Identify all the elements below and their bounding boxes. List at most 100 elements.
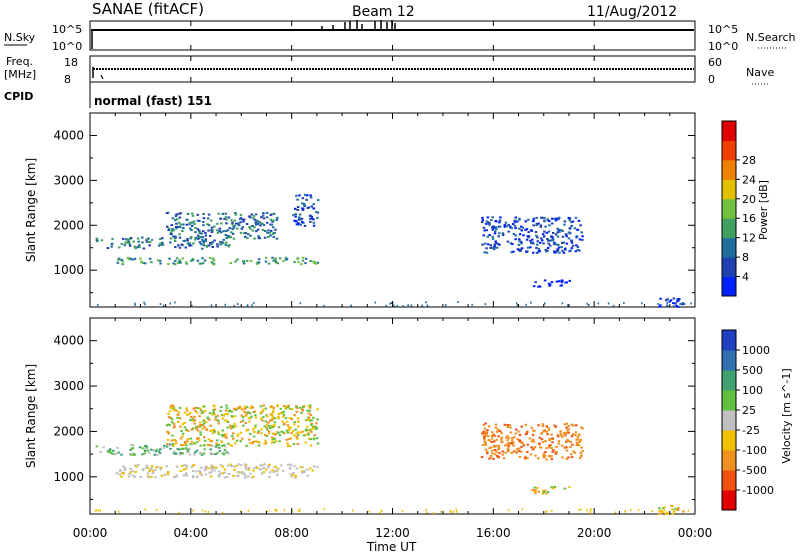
- echo-cell: [586, 509, 588, 512]
- echo-cell: [99, 509, 102, 512]
- echo-cell: [500, 438, 503, 441]
- velocity-colorbar-label: Velocity [m s^-1]: [780, 368, 793, 463]
- echo-cell: [282, 405, 286, 408]
- echo-cell: [518, 240, 521, 243]
- echo-cell: [177, 244, 180, 247]
- echo-cell: [304, 433, 308, 436]
- echo-cell: [555, 280, 559, 283]
- echo-cell: [559, 229, 563, 232]
- echo-cell: [657, 303, 659, 305]
- echo-cell: [202, 217, 206, 220]
- echo-cell: [555, 250, 559, 253]
- echo-cell: [586, 302, 588, 305]
- echo-cell: [534, 492, 537, 494]
- echo-cell: [154, 468, 157, 471]
- echo-cell: [215, 466, 218, 469]
- echo-cell: [128, 452, 132, 455]
- echo-cell: [550, 458, 553, 461]
- echo-cell: [178, 216, 182, 219]
- echo-cell: [548, 239, 552, 242]
- echo-cell: [217, 433, 221, 436]
- echo-cell: [574, 250, 578, 253]
- echo-cell: [230, 415, 234, 417]
- echo-cell: [286, 431, 290, 434]
- echo-cell: [180, 444, 183, 446]
- echo-cell: [254, 414, 257, 417]
- echo-cell: [261, 410, 264, 413]
- echo-cell: [671, 505, 674, 507]
- echo-cell: [275, 219, 279, 221]
- echo-cell: [172, 407, 176, 410]
- echo-cell: [174, 259, 177, 262]
- echo-cell: [161, 243, 165, 246]
- echo-cell: [248, 438, 251, 441]
- echo-cell: [445, 304, 447, 307]
- nsearch-tick-low: 10^0: [708, 40, 738, 53]
- echo-cell: [129, 237, 133, 239]
- echo-cell: [191, 214, 195, 217]
- echo-cell: [225, 409, 228, 412]
- echo-cell: [573, 227, 577, 230]
- echo-cell: [385, 304, 387, 307]
- echo-cell: [173, 450, 176, 453]
- colorbar-tick-label: -1000: [742, 484, 774, 497]
- echo-cell: [288, 444, 292, 447]
- echo-cell: [127, 240, 131, 243]
- echo-cell: [565, 242, 569, 245]
- echo-cell: [182, 468, 186, 471]
- echo-cell: [192, 419, 195, 422]
- echo-cell: [268, 231, 271, 234]
- echo-cell: [259, 411, 263, 414]
- echo-cell: [493, 448, 497, 451]
- echo-cell: [576, 248, 579, 251]
- echo-cell: [227, 473, 231, 475]
- echo-cell: [520, 450, 523, 453]
- echo-cell: [312, 203, 315, 206]
- echo-cell: [548, 444, 551, 447]
- echo-cell: [303, 224, 307, 227]
- echo-cell: [484, 448, 488, 451]
- echo-cell: [623, 302, 625, 304]
- echo-cell: [205, 465, 208, 468]
- echo-cell: [223, 217, 226, 220]
- echo-cell: [276, 473, 279, 476]
- echo-cell: [277, 417, 280, 420]
- echo-cell: [556, 435, 560, 438]
- cpid-mode-text: normal (fast) 151: [94, 94, 212, 108]
- colorbar-tick-label: 28: [742, 154, 756, 167]
- echo-cell: [168, 410, 172, 413]
- echo-cell: [190, 465, 193, 468]
- echo-cell: [194, 406, 197, 409]
- echo-cell: [567, 431, 570, 434]
- echo-cell: [556, 231, 559, 234]
- echo-cell: [226, 235, 230, 238]
- echo-cell: [265, 216, 269, 219]
- beam-title: Beam 12: [352, 4, 415, 20]
- echo-cell: [316, 261, 319, 264]
- echo-cell: [253, 226, 256, 229]
- echo-cell: [196, 407, 200, 409]
- echo-cell: [180, 429, 183, 432]
- echo-cell: [314, 426, 317, 428]
- echo-cell: [201, 236, 205, 239]
- echo-cell: [251, 304, 253, 307]
- echo-cell: [227, 410, 231, 413]
- echo-cell: [570, 247, 574, 250]
- echo-cell: [240, 227, 244, 230]
- power-colorbar-label: Power [dB]: [757, 180, 770, 240]
- echo-cell: [214, 416, 217, 419]
- echo-cell: [556, 235, 560, 238]
- echo-cell: [207, 213, 211, 216]
- echo-cell: [184, 246, 187, 249]
- echo-cell: [196, 259, 200, 262]
- echo-cell: [252, 428, 255, 431]
- echo-cell: [485, 251, 489, 254]
- echo-cell: [545, 250, 548, 253]
- echo-cell: [512, 450, 516, 453]
- echo-cell: [189, 227, 192, 230]
- echo-cell: [224, 216, 228, 219]
- echo-cell: [519, 248, 523, 251]
- echo-cell: [212, 429, 216, 432]
